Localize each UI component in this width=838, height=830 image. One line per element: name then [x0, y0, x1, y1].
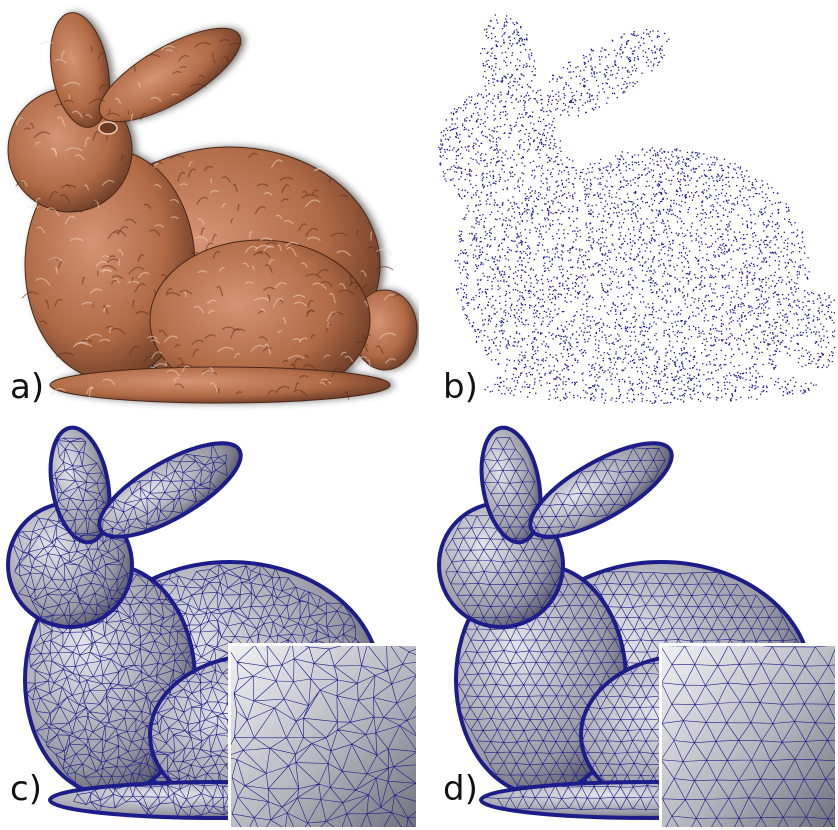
panel-c-label: c) [10, 769, 42, 809]
irregular-mesh-closeup [231, 646, 416, 827]
panel-d-inset [659, 643, 838, 830]
fur-texture [15, 38, 403, 400]
panel-c: c) [0, 415, 419, 830]
bunny-ear-2 [528, 441, 674, 539]
panel-c-inset [228, 643, 419, 830]
points [438, 14, 836, 404]
bunny-ear-1 [50, 12, 110, 128]
eye [98, 121, 118, 135]
panel-d-label: d) [443, 769, 478, 809]
bunny-point-cloud [438, 14, 836, 404]
panel-a-label: a) [10, 367, 45, 407]
regular-mesh-closeup [662, 646, 835, 827]
bunny-ear-2 [97, 441, 243, 539]
bunny-photo [7, 12, 419, 404]
mesh-lines [231, 646, 416, 827]
bunny-ear-1 [48, 425, 112, 545]
panel-b-label: b) [443, 367, 478, 407]
panel-a: a) [0, 0, 419, 415]
panel-d: d) [419, 415, 838, 830]
mesh-lines [662, 646, 835, 827]
bunny-foot [49, 366, 391, 404]
bunny-ear-2 [98, 27, 242, 123]
panel-b: b) [419, 0, 838, 415]
bunny-silhouette [7, 12, 418, 404]
